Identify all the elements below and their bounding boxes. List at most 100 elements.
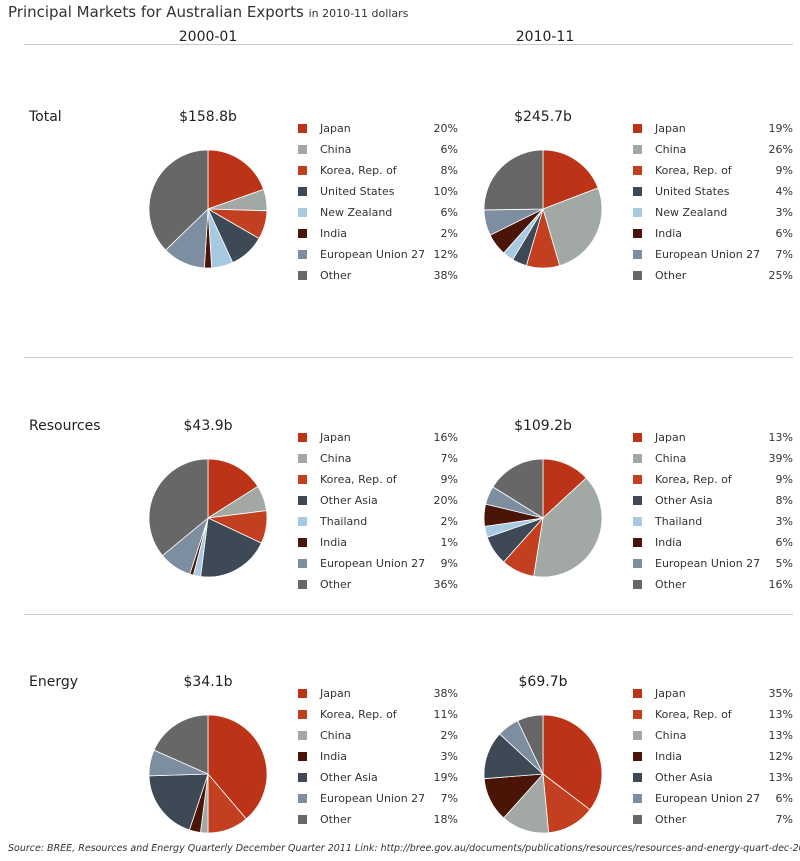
pie-slice-china	[533, 477, 603, 578]
legend-value: 7%	[440, 792, 458, 805]
legend-item-united-states: United States 10%	[298, 185, 458, 206]
legend-label: Japan	[320, 687, 351, 700]
total-value-total-2010-11: $245.7b	[514, 109, 572, 125]
legend-swatch	[633, 815, 642, 824]
legend-swatch	[633, 731, 642, 740]
legend-value: 7%	[440, 452, 458, 465]
legend-energy-2010-11: Japan 35% Korea, Rep. of 13% China 13% India 12…	[633, 687, 793, 834]
legend-swatch	[298, 496, 307, 505]
legend-swatch	[298, 517, 307, 526]
legend-resources-2000-01: Japan 16% China 7% Korea, Rep. of 9% Other Asi…	[298, 431, 458, 599]
legend-label: Japan	[320, 431, 351, 444]
legend-label: Other	[320, 813, 352, 826]
legend-value: 13%	[768, 729, 793, 742]
legend-swatch	[298, 689, 307, 698]
legend-label: China	[320, 452, 352, 465]
legend-item-korea-rep-of: Korea, Rep. of 9%	[633, 473, 793, 494]
legend-item-china: China 6%	[298, 143, 458, 164]
legend-swatch	[298, 794, 307, 803]
legend-label: Japan	[655, 687, 686, 700]
legend-swatch	[633, 250, 642, 259]
legend-value: 9%	[775, 164, 793, 177]
legend-label: Other Asia	[320, 494, 378, 507]
legend-value: 1%	[440, 536, 458, 549]
legend-value: 7%	[775, 248, 793, 261]
legend-value: 35%	[768, 687, 793, 700]
total-value-energy-2000-01: $34.1b	[183, 674, 233, 690]
legend-label: New Zealand	[320, 206, 393, 219]
legend-label: India	[655, 750, 682, 763]
legend-value: 6%	[775, 792, 793, 805]
legend-value: 38%	[433, 269, 458, 282]
pie-slice-other	[148, 458, 209, 557]
legend-swatch	[298, 433, 307, 442]
legend-value: 9%	[440, 473, 458, 486]
legend-value: 2%	[440, 729, 458, 742]
legend-value: 20%	[433, 122, 458, 135]
legend-item-japan: Japan 13%	[633, 431, 793, 452]
legend-swatch	[298, 271, 307, 280]
legend-value: 13%	[768, 431, 793, 444]
legend-value: 36%	[433, 578, 458, 591]
legend-item-thailand: Thailand 3%	[633, 515, 793, 536]
pie-slice-japan	[207, 458, 259, 519]
legend-swatch	[633, 538, 642, 547]
legend-label: Korea, Rep. of	[655, 164, 732, 177]
legend-value: 6%	[775, 536, 793, 549]
legend-item-korea-rep-of: Korea, Rep. of 8%	[298, 164, 458, 185]
legend-label: Japan	[320, 122, 351, 135]
legend-value: 38%	[433, 687, 458, 700]
legend-swatch	[633, 559, 642, 568]
legend-swatch	[298, 773, 307, 782]
legend-label: Thailand	[655, 515, 703, 528]
legend-label: Other Asia	[320, 771, 378, 784]
legend-label: Korea, Rep. of	[320, 164, 397, 177]
legend-swatch	[298, 580, 307, 589]
legend-label: Korea, Rep. of	[320, 708, 397, 721]
legend-swatch	[633, 580, 642, 589]
legend-item-china: China 13%	[633, 729, 793, 750]
legend-label: European Union 27	[320, 248, 426, 261]
legend-label: Other	[655, 578, 687, 591]
legend-swatch	[298, 229, 307, 238]
legend-value: 11%	[433, 708, 458, 721]
pie-slice-other-asia	[200, 517, 262, 578]
pie-slice-other	[517, 714, 544, 775]
legend-swatch	[633, 475, 642, 484]
legend-label: Thailand	[320, 515, 368, 528]
legend-swatch	[633, 208, 642, 217]
legend-label: United States	[320, 185, 395, 198]
legend-swatch	[298, 710, 307, 719]
legend-value: 8%	[440, 164, 458, 177]
pie-chart-energy-2000-01	[148, 714, 268, 834]
legend-label: Other	[320, 578, 352, 591]
legend-value: 26%	[768, 143, 793, 156]
legend-item-china: China 2%	[298, 729, 458, 750]
legend-item-japan: Japan 19%	[633, 122, 793, 143]
pie-chart-total-2000-01	[148, 149, 268, 269]
legend-label: China	[655, 452, 687, 465]
section-label-energy: Energy	[29, 674, 79, 690]
legend-item-new-zealand: New Zealand 6%	[298, 206, 458, 227]
legend-value: 3%	[775, 515, 793, 528]
legend-swatch	[633, 271, 642, 280]
legend-swatch	[298, 538, 307, 547]
pie-slice-other	[483, 149, 544, 211]
legend-label: Korea, Rep. of	[655, 708, 732, 721]
legend-label: Japan	[655, 431, 686, 444]
legend-swatch	[298, 208, 307, 217]
legend-label: India	[320, 750, 347, 763]
legend-value: 25%	[768, 269, 793, 282]
legend-swatch	[633, 517, 642, 526]
legend-item-european-union-27: European Union 27 9%	[298, 557, 458, 578]
total-value-resources-2010-11: $109.2b	[514, 418, 572, 434]
legend-swatch	[633, 496, 642, 505]
legend-item-india: India 3%	[298, 750, 458, 771]
legend-label: New Zealand	[655, 206, 728, 219]
legend-value: 20%	[433, 494, 458, 507]
legend-value: 7%	[775, 813, 793, 826]
legend-label: China	[655, 729, 687, 742]
legend-item-european-union-27: European Union 27 5%	[633, 557, 793, 578]
divider	[24, 357, 793, 358]
divider	[24, 44, 793, 45]
